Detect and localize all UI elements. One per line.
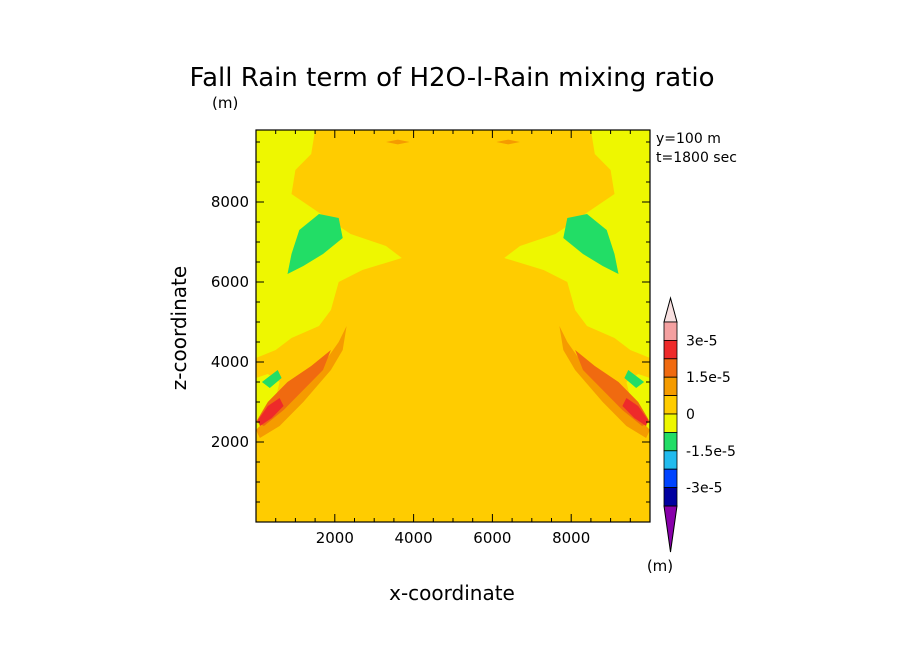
contour-region-strong_positive-right-13	[622, 398, 648, 426]
y-axis-ticks: 2000 4000 6000 8000	[211, 141, 650, 503]
annotation-t: t=1800 sec	[656, 150, 737, 166]
colorbar-swatch	[663, 450, 678, 470]
contour-region-strong_positive-left-12	[258, 398, 284, 426]
y-tick-label: 4000	[211, 353, 249, 371]
x-tick-label: 2000	[316, 529, 354, 547]
contour-region-negative-right-7	[624, 370, 645, 388]
chart-title: Fall Rain term of H2O-l-Rain mixing rati…	[190, 63, 715, 93]
colorbar-unit: (m)	[647, 557, 673, 575]
colorbar-bottom-arrow	[663, 505, 678, 553]
y-tick-label: 6000	[211, 273, 249, 291]
colorbar-swatch	[663, 487, 678, 507]
colorbar-swatch	[663, 321, 678, 341]
colorbar-tick-label: 3e-5	[686, 333, 717, 349]
colorbar-tick-label: -3e-5	[686, 481, 723, 497]
colorbar-swatch	[663, 468, 678, 489]
y-tick-label: 2000	[211, 433, 249, 451]
x-tick-label: 6000	[473, 529, 511, 547]
plot-area	[255, 129, 651, 523]
colorbar-swatch	[663, 395, 678, 415]
contour-region-negative-right-5	[563, 214, 619, 274]
colorbar-tick-label: 0	[686, 407, 695, 423]
colorbar-top-arrow	[663, 296, 678, 323]
colorbar-tick-label: 1.5e-5	[686, 370, 731, 386]
contour-region-negative-left-6	[261, 370, 282, 388]
colorbar-swatch	[663, 358, 678, 378]
colorbar-swatch	[663, 413, 678, 433]
contour-region-weak_positive-center-15	[496, 139, 520, 145]
x-tick-label: 8000	[552, 529, 590, 547]
colorbar: 3e-5 1.5e-5 0 -1.5e-5 -3e-5	[663, 296, 736, 553]
contour-region-weak_positive-center-14	[386, 139, 410, 145]
annotation-y: y=100 m	[656, 131, 721, 147]
x-tick-label: 4000	[395, 529, 433, 547]
x-axis-ticks: 2000 4000 6000 8000	[275, 130, 631, 547]
colorbar-swatch	[663, 376, 678, 397]
x-axis-label: x-coordinate	[389, 581, 515, 605]
field-background	[256, 130, 650, 522]
contour-region-negative-left-4	[287, 214, 343, 274]
y-axis-label: z-coordinate	[167, 266, 191, 390]
colorbar-swatch	[663, 431, 678, 452]
y-tick-label: 8000	[211, 193, 249, 211]
title-unit: (m)	[212, 94, 238, 112]
colorbar-swatch	[663, 339, 678, 360]
colorbar-tick-label: -1.5e-5	[686, 444, 736, 460]
